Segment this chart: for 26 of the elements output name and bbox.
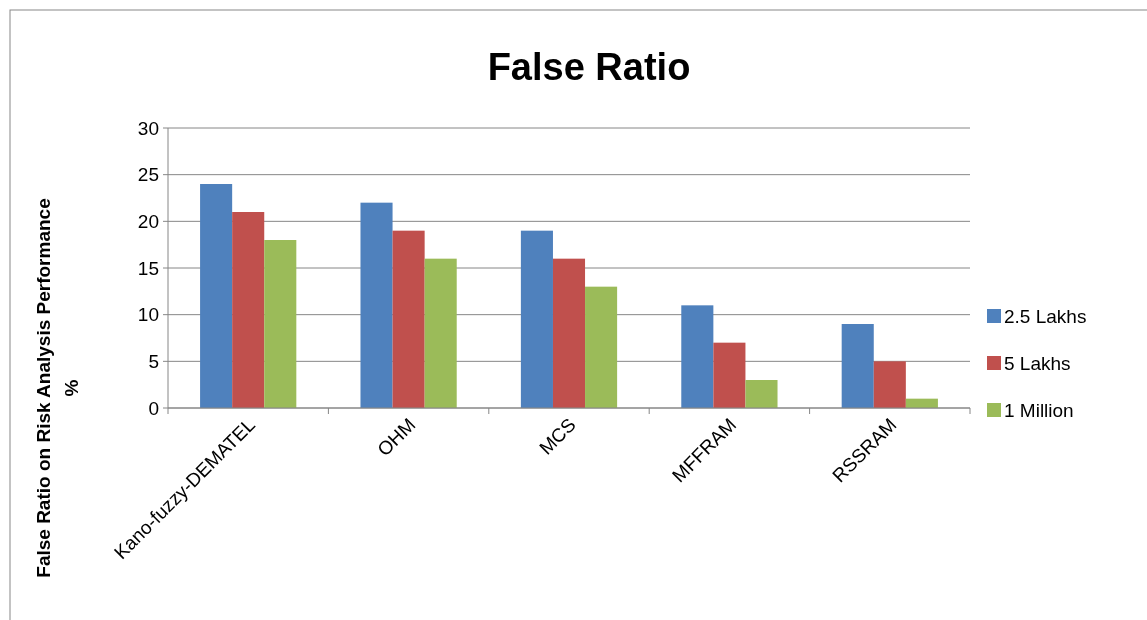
bar — [392, 230, 425, 408]
legend-label: 2.5 Lakhs — [1004, 305, 1087, 327]
bar — [585, 286, 618, 408]
bar — [360, 202, 393, 408]
legend-label: 1 Million — [1004, 399, 1074, 421]
legend-label: 5 Lakhs — [1004, 352, 1071, 374]
bar — [200, 184, 233, 408]
y-tick-label: 15 — [137, 257, 159, 279]
y-axis-title: False Ratio on Risk Analysis Performance % — [33, 198, 82, 578]
bar — [264, 240, 297, 408]
bar — [873, 361, 906, 408]
bar — [424, 258, 457, 408]
y-tick-label: 0 — [148, 397, 159, 419]
y-tick-label: 5 — [148, 350, 159, 372]
chart-title: False Ratio — [487, 46, 691, 88]
bar — [552, 258, 586, 408]
bar — [841, 324, 874, 408]
y-tick-label: 30 — [137, 117, 159, 139]
bar — [520, 230, 553, 408]
y-tick-label: 25 — [137, 164, 159, 186]
y-tick-label: 20 — [137, 210, 159, 232]
bar — [681, 305, 714, 408]
y-tick-label: 10 — [137, 304, 159, 326]
bar — [232, 212, 265, 408]
bar — [745, 380, 778, 408]
bar — [713, 342, 746, 408]
